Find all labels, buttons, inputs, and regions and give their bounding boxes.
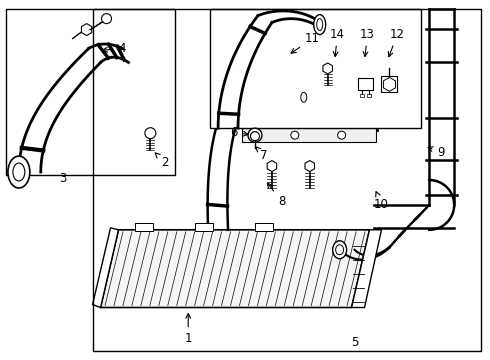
Text: 9: 9 (428, 145, 445, 159)
Circle shape (251, 132, 258, 139)
Text: 6: 6 (230, 126, 248, 139)
Text: 13: 13 (360, 28, 375, 57)
Bar (382, 76, 397, 92)
Text: 7: 7 (255, 147, 268, 162)
Text: 8: 8 (268, 183, 286, 208)
Bar (135, 223, 153, 231)
Circle shape (248, 128, 262, 142)
Ellipse shape (336, 245, 343, 255)
Ellipse shape (314, 15, 326, 35)
Ellipse shape (298, 88, 310, 106)
Ellipse shape (333, 241, 346, 259)
Polygon shape (352, 230, 382, 307)
Circle shape (291, 131, 299, 139)
Text: 12: 12 (388, 28, 405, 57)
Bar (367, 94, 370, 97)
Polygon shape (100, 230, 369, 307)
Bar (242, 128, 376, 142)
Ellipse shape (8, 156, 30, 188)
Bar (195, 223, 213, 231)
Text: 2: 2 (155, 153, 168, 168)
Ellipse shape (301, 92, 307, 102)
Circle shape (101, 14, 112, 24)
Polygon shape (93, 228, 119, 307)
Circle shape (338, 131, 345, 139)
Circle shape (145, 128, 156, 139)
Text: 10: 10 (374, 192, 389, 211)
Text: 14: 14 (330, 28, 345, 57)
Bar (360, 94, 364, 97)
Ellipse shape (13, 163, 25, 181)
Text: 1: 1 (184, 314, 192, 345)
Ellipse shape (317, 19, 323, 31)
Text: 3: 3 (59, 172, 66, 185)
Text: 11: 11 (291, 32, 320, 53)
Bar (210, 9, 421, 128)
Bar (93, 9, 481, 351)
Text: 4: 4 (102, 42, 126, 55)
Bar (255, 223, 273, 231)
Bar (358, 78, 372, 90)
Bar (6, 9, 175, 175)
Text: 5: 5 (351, 336, 358, 349)
Circle shape (251, 131, 259, 139)
Circle shape (250, 132, 259, 141)
